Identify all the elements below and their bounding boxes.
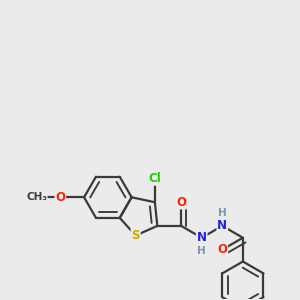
Text: N: N [197,231,207,244]
Text: N: N [217,219,227,232]
Text: S: S [131,229,140,242]
Text: Cl: Cl [148,172,161,185]
Text: O: O [55,191,65,204]
Text: H: H [218,208,227,218]
Text: O: O [176,196,186,208]
Text: H: H [197,246,206,256]
Text: O: O [217,243,227,256]
Text: CH₃: CH₃ [26,192,47,202]
